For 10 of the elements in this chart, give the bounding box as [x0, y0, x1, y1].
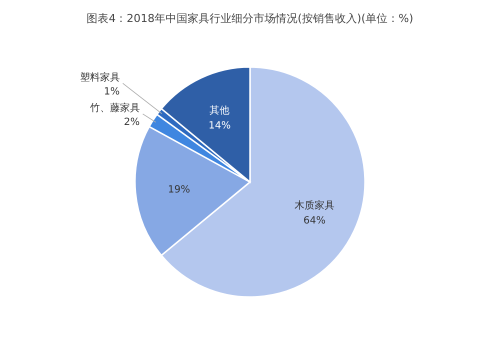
slice-label: 塑料家具 — [80, 71, 120, 84]
data-label: 19% — [168, 184, 190, 196]
data-label: 64% — [303, 215, 326, 226]
data-label: 2% — [124, 116, 140, 128]
slice-label: 木质家具 — [294, 199, 335, 212]
data-label: 14% — [208, 120, 231, 132]
slice-label: 竹、藤家具 — [90, 102, 140, 114]
data-label: 1% — [104, 86, 120, 98]
chart-title: 图表4：2018年中国家具行业细分市场情况(按销售收入)(单位：%) — [86, 12, 414, 25]
slice-label: 其他 — [210, 104, 230, 116]
